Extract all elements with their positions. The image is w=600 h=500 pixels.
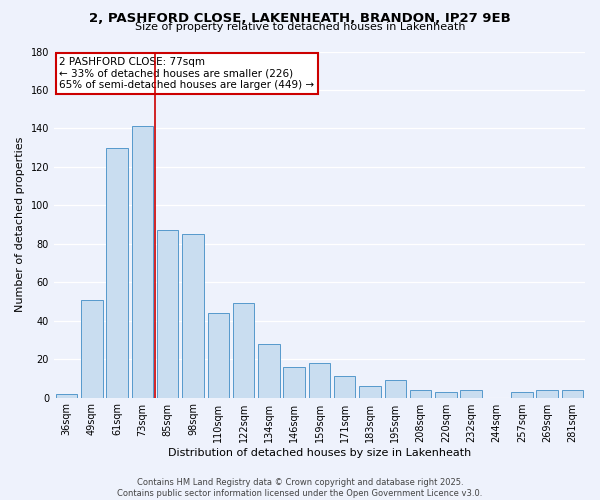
Bar [536,390,558,398]
Bar [258,344,280,398]
Bar [182,234,204,398]
Text: Size of property relative to detached houses in Lakenheath: Size of property relative to detached ho… [135,22,465,32]
Bar [359,386,381,398]
Y-axis label: Number of detached properties: Number of detached properties [15,137,25,312]
Bar [460,390,482,398]
Bar [410,390,431,398]
Bar [435,392,457,398]
Bar [283,367,305,398]
Bar [81,300,103,398]
Bar [385,380,406,398]
Text: 2 PASHFORD CLOSE: 77sqm
← 33% of detached houses are smaller (226)
65% of semi-d: 2 PASHFORD CLOSE: 77sqm ← 33% of detache… [59,56,314,90]
Bar [309,363,330,398]
Bar [233,304,254,398]
Bar [208,313,229,398]
Text: 2, PASHFORD CLOSE, LAKENHEATH, BRANDON, IP27 9EB: 2, PASHFORD CLOSE, LAKENHEATH, BRANDON, … [89,12,511,26]
X-axis label: Distribution of detached houses by size in Lakenheath: Distribution of detached houses by size … [168,448,471,458]
Bar [511,392,533,398]
Text: Contains HM Land Registry data © Crown copyright and database right 2025.
Contai: Contains HM Land Registry data © Crown c… [118,478,482,498]
Bar [157,230,178,398]
Bar [56,394,77,398]
Bar [131,126,153,398]
Bar [334,376,355,398]
Bar [106,148,128,398]
Bar [562,390,583,398]
